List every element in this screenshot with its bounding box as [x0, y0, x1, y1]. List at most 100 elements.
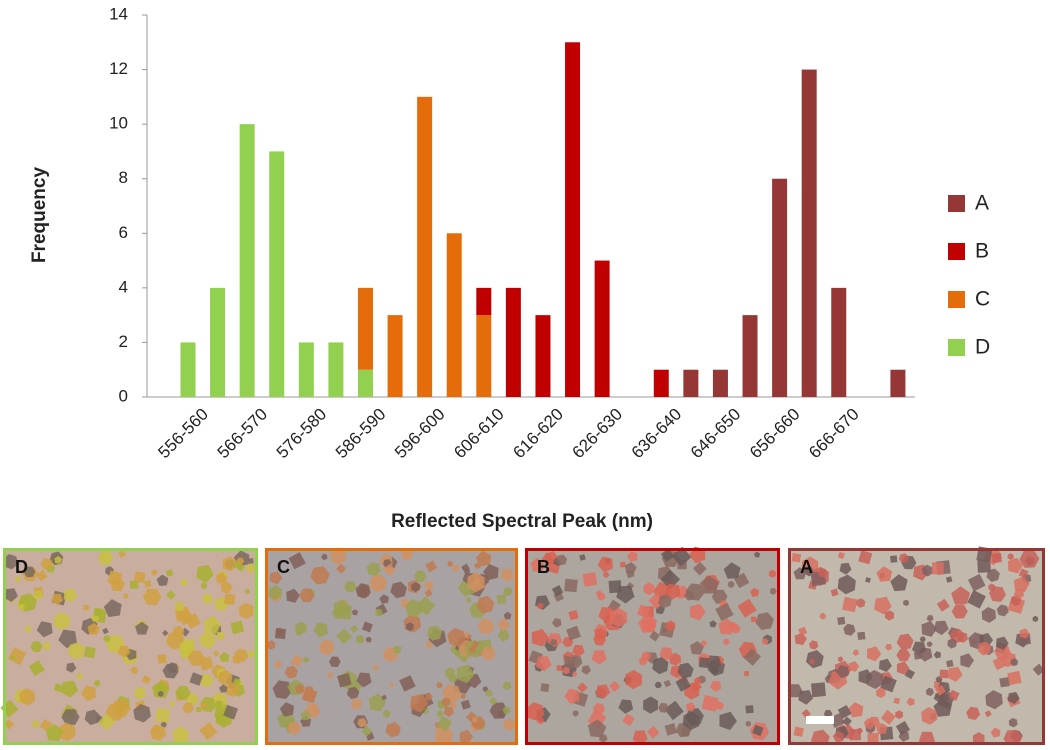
crystal: [1032, 663, 1045, 676]
crystal: [843, 623, 856, 636]
crystal: [564, 688, 580, 704]
crystal: [167, 662, 179, 674]
crystal: [238, 602, 254, 620]
crystal: [337, 673, 352, 688]
crystal: [447, 627, 466, 647]
crystal: [581, 665, 591, 675]
crystal: [837, 656, 844, 663]
crystal: [63, 588, 78, 603]
crystal: [102, 627, 109, 635]
legend-label: C: [975, 288, 990, 311]
crystal: [994, 644, 1011, 660]
crystal: [643, 582, 655, 596]
crystal: [848, 702, 864, 718]
crystal: [269, 571, 283, 585]
photo-panel: A: [787, 546, 1045, 748]
crystal: [51, 593, 63, 605]
crystal: [709, 620, 717, 628]
crystal: [823, 709, 833, 718]
crystal: [477, 618, 495, 635]
crystal: [761, 638, 769, 645]
crystal: [199, 632, 216, 649]
bar-segment: [387, 315, 403, 397]
crystal: [503, 586, 513, 597]
bar-segment: [565, 42, 581, 398]
crystal: [819, 612, 826, 620]
crystal: [842, 716, 852, 727]
crystal: [503, 611, 512, 620]
crystal: [988, 583, 996, 591]
crystal: [627, 551, 638, 562]
crystal: [564, 578, 578, 593]
crystal: [896, 633, 914, 650]
crystal: [196, 564, 214, 583]
crystal: [224, 593, 236, 605]
crystal: [684, 590, 694, 601]
crystal: [496, 594, 507, 604]
crystal: [459, 729, 473, 744]
crystal: [986, 568, 1000, 582]
crystal: [472, 641, 479, 648]
y-tick-label: 10: [109, 114, 128, 133]
crystal: [456, 664, 475, 684]
crystal: [858, 550, 873, 565]
crystal: [414, 570, 427, 583]
crystal: [794, 632, 807, 646]
crystal: [981, 607, 996, 623]
crystal: [931, 562, 944, 575]
x-tick-label: 616-620: [509, 405, 567, 463]
crystal: [230, 620, 245, 635]
x-tick-label: 666-670: [805, 405, 863, 463]
crystal: [1010, 658, 1019, 667]
crystal: [896, 649, 911, 662]
crystal: [722, 638, 730, 646]
crystal: [884, 610, 895, 621]
crystal: [710, 680, 722, 692]
crystal: [310, 566, 330, 585]
crystal: [301, 687, 318, 704]
crystal: [476, 595, 495, 614]
crystal: [597, 556, 613, 573]
crystal: [84, 709, 100, 725]
crystal: [745, 705, 754, 714]
crystal: [744, 671, 749, 676]
crystal: [992, 656, 1007, 671]
crystal: [32, 720, 40, 728]
crystal: [389, 682, 394, 688]
crystal: [36, 621, 53, 638]
crystal: [172, 625, 185, 638]
crystal: [294, 683, 305, 694]
crystal: [556, 665, 563, 672]
crystal: [808, 658, 816, 665]
crystal: [434, 725, 454, 746]
crystal: [471, 716, 478, 723]
crystal: [199, 673, 214, 687]
bar-segment: [210, 287, 226, 397]
photo-border: [3, 548, 258, 745]
crystal: [957, 631, 968, 643]
crystal: [381, 694, 387, 701]
crystal: [287, 721, 302, 736]
crystal: [1007, 553, 1014, 560]
crystal: [156, 574, 169, 586]
crystal: [895, 710, 904, 720]
bar-segment: [890, 369, 906, 397]
crystal: [158, 690, 164, 697]
crystal: [715, 602, 734, 622]
panel-label: C: [277, 557, 290, 577]
crystal: [642, 618, 657, 633]
crystal: [852, 649, 859, 656]
bar-segment: [653, 369, 669, 397]
legend-swatch: [948, 195, 965, 212]
crystal: [222, 556, 237, 572]
crystal: [272, 680, 293, 699]
crystal: [299, 588, 315, 603]
crystal: [200, 582, 208, 589]
crystal: [382, 709, 392, 719]
photo-border: [525, 548, 780, 745]
crystal: [113, 698, 132, 718]
crystal: [58, 722, 76, 742]
crystal: [290, 654, 304, 668]
crystal: [326, 671, 334, 679]
crystal: [169, 700, 175, 707]
